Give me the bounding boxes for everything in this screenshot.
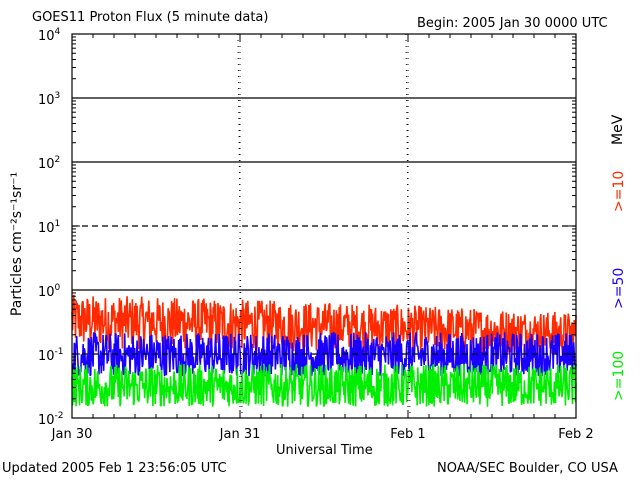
updated-timestamp: Updated 2005 Feb 1 23:56:05 UTC	[2, 461, 227, 476]
y-tick-label: 100	[38, 283, 61, 300]
legend-unit-mev: MeV	[610, 114, 626, 145]
day-separator-ticks	[237, 33, 243, 419]
series-line-ge50	[71, 331, 577, 377]
legend-p10: >=10	[611, 170, 627, 212]
y-tick-label: 101	[38, 219, 60, 236]
begin-time: Begin: 2005 Jan 30 0000 UTC	[417, 16, 608, 31]
chart-title: GOES11 Proton Flux (5 minute data)	[32, 10, 269, 25]
x-tick-label: Feb 1	[390, 427, 425, 442]
legend-p100: >=100	[611, 350, 627, 401]
y-tick-label: 103	[38, 91, 60, 108]
legend-p50: >=50	[611, 267, 627, 309]
y-tick-label: 102	[38, 155, 60, 172]
day-separator-ticks	[405, 33, 411, 419]
y-tick-label: 104	[38, 27, 61, 44]
y-axis-label: Particles cm⁻²s⁻¹sr⁻¹	[9, 171, 25, 317]
y-tick-label: 10-1	[38, 347, 64, 364]
series-line-ge100	[71, 363, 577, 407]
x-tick-label: Feb 2	[558, 427, 593, 442]
x-tick-label: Jan 31	[219, 427, 261, 442]
y-tick-label: 10-2	[38, 411, 64, 428]
x-axis-label: Universal Time	[276, 443, 373, 458]
credit-text: NOAA/SEC Boulder, CO USA	[437, 461, 618, 476]
x-tick-label: Jan 30	[51, 427, 93, 442]
